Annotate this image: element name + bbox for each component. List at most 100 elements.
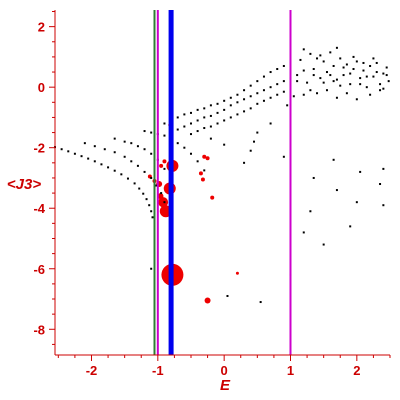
data-point: [67, 150, 70, 153]
data-point: [113, 137, 116, 140]
data-point: [103, 148, 106, 151]
data-point: [339, 57, 342, 60]
data-point: [276, 83, 279, 86]
data-point: [159, 163, 164, 168]
data-point: [325, 89, 328, 92]
data-point: [335, 46, 338, 49]
data-point: [87, 157, 90, 160]
data-point: [93, 160, 96, 163]
data-point: [359, 77, 362, 80]
data-point: [107, 166, 110, 169]
y-tick-label: -6: [33, 262, 45, 277]
data-point: [365, 75, 368, 78]
data-point: [309, 89, 312, 92]
data-point: [223, 143, 226, 146]
data-point: [269, 122, 272, 125]
data-point: [143, 130, 146, 133]
data-point: [256, 102, 259, 105]
data-point: [158, 197, 169, 208]
data-point: [249, 107, 252, 110]
data-point: [120, 173, 123, 176]
data-point: [204, 297, 211, 304]
data-point: [299, 58, 302, 61]
data-point: [385, 66, 388, 69]
data-point: [142, 192, 145, 195]
data-point: [145, 198, 148, 201]
x-tick-label: 1: [287, 363, 294, 378]
data-point: [176, 142, 179, 145]
data-point: [202, 154, 207, 159]
data-point: [150, 152, 153, 155]
data-point: [372, 75, 375, 78]
data-point: [113, 151, 116, 154]
data-point: [236, 113, 239, 116]
data-point: [296, 80, 299, 83]
data-point: [362, 61, 365, 64]
data-point: [189, 122, 192, 125]
data-point: [203, 116, 206, 119]
data-point: [249, 149, 252, 152]
data-point: [223, 108, 226, 111]
data-point: [253, 140, 256, 143]
data-point: [143, 148, 146, 151]
data-point: [183, 125, 186, 128]
data-point: [292, 95, 295, 98]
data-point: [256, 92, 259, 95]
data-point: [223, 99, 226, 102]
data-point: [93, 145, 96, 148]
data-point: [319, 77, 322, 80]
data-point: [80, 155, 83, 158]
data-point: [309, 52, 312, 55]
data-point: [282, 80, 285, 83]
y-tick-label: -8: [33, 322, 45, 337]
data-point: [163, 167, 166, 170]
data-point: [138, 187, 141, 190]
data-point: [123, 140, 126, 143]
data-point: [379, 83, 382, 86]
data-point: [312, 68, 315, 71]
data-point: [355, 60, 358, 63]
data-point: [256, 80, 259, 83]
data-point: [316, 92, 319, 95]
data-point: [216, 122, 219, 125]
data-point: [150, 176, 153, 179]
data-point: [369, 93, 372, 96]
data-point: [355, 201, 358, 204]
data-point: [229, 96, 232, 99]
data-point: [150, 210, 153, 213]
data-point: [382, 72, 385, 75]
data-point: [282, 64, 285, 67]
data-point: [60, 148, 63, 151]
data-point: [342, 66, 345, 69]
x-tick-label: -2: [86, 363, 98, 378]
data-point: [133, 182, 136, 185]
data-point: [236, 93, 239, 96]
data-point: [276, 68, 279, 71]
data-point: [210, 195, 215, 200]
data-point: [335, 96, 338, 99]
data-point: [362, 69, 365, 72]
data-point: [226, 294, 229, 297]
data-point: [73, 152, 76, 155]
data-point: [379, 89, 382, 92]
data-point: [100, 163, 103, 166]
data-point: [365, 86, 368, 89]
data-point: [189, 152, 192, 155]
data-point: [163, 201, 166, 204]
data-point: [189, 111, 192, 114]
series-1: [54, 46, 390, 304]
data-point: [387, 80, 390, 83]
data-point: [189, 133, 192, 136]
data-point: [312, 176, 315, 179]
data-point: [332, 80, 335, 83]
data-point: [256, 131, 259, 134]
data-point: [205, 156, 210, 161]
data-point: [335, 189, 338, 192]
data-point: [203, 107, 206, 110]
data-point: [306, 81, 309, 84]
data-point: [302, 69, 305, 72]
data-point: [375, 61, 378, 64]
data-point: [183, 113, 186, 116]
data-point: [302, 48, 305, 51]
data-point: [203, 127, 206, 130]
